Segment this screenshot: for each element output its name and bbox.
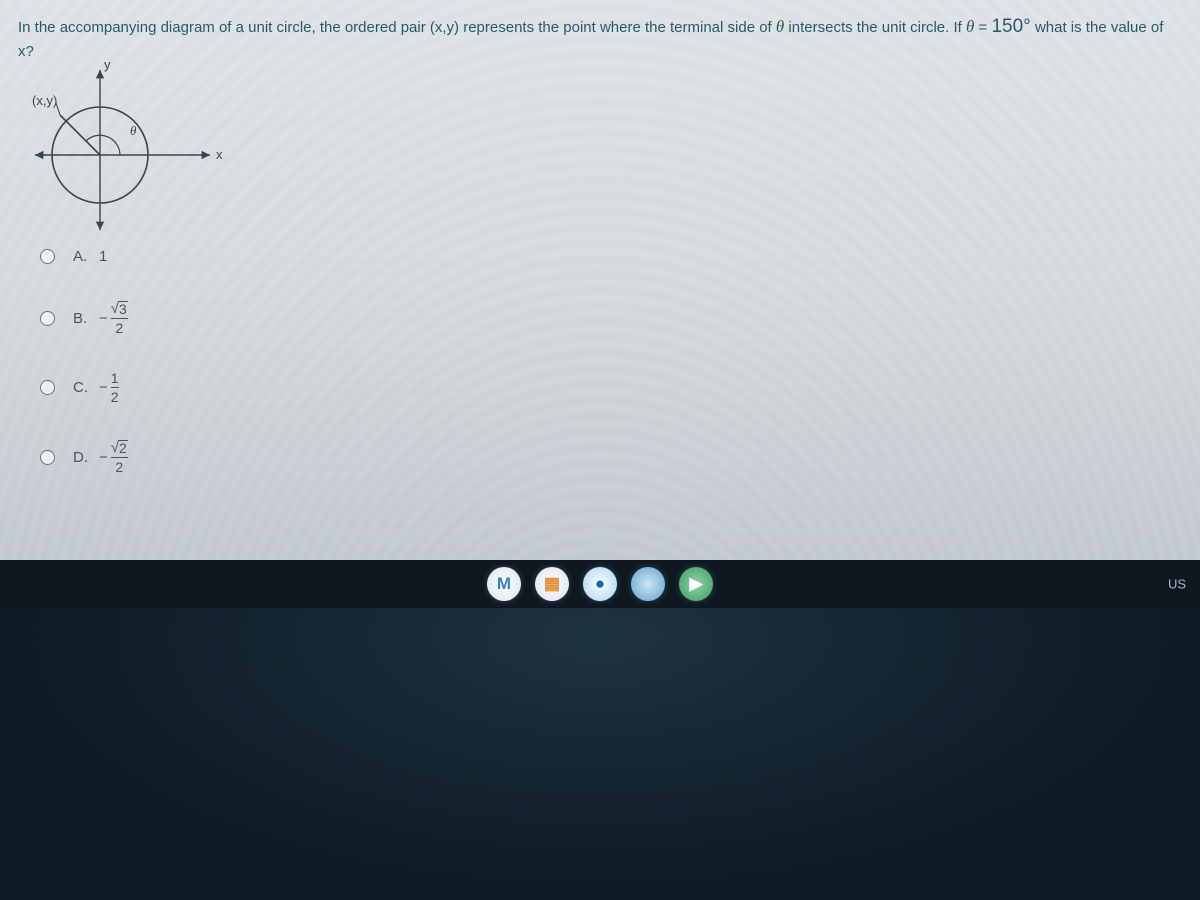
theta-symbol-1: θ <box>776 17 784 36</box>
desk-area <box>0 608 1200 900</box>
taskbar-icon-3[interactable]: ● <box>583 567 617 601</box>
question-middle: intersects the unit circle. If <box>788 19 966 36</box>
neg-sign-c: − <box>99 379 108 396</box>
taskbar-icon-5[interactable]: ▶ <box>679 567 713 601</box>
option-a-value: 1 <box>99 248 107 265</box>
option-b-value: √3 2 <box>111 301 128 335</box>
option-a-letter: A. <box>73 248 99 265</box>
option-d-letter: D. <box>73 449 99 466</box>
radio-d[interactable] <box>40 450 55 465</box>
option-d[interactable]: D. − √2 2 <box>40 440 128 474</box>
quiz-screen: In the accompanying diagram of a unit ci… <box>0 0 1200 560</box>
option-c-value: 1 2 <box>111 371 119 404</box>
neg-sign-d: − <box>99 449 108 466</box>
neg-sign-b: − <box>99 310 108 327</box>
option-b-letter: B. <box>73 310 99 327</box>
taskbar: M ▦ ● ▶ US <box>0 560 1200 608</box>
option-c[interactable]: C. − 1 2 <box>40 371 128 404</box>
equals-text: = <box>979 19 992 36</box>
svg-text:θ: θ <box>130 123 137 138</box>
answer-options: A. 1 B. − √3 2 C. − 1 2 D. − <box>40 248 128 510</box>
radio-a[interactable] <box>40 249 55 264</box>
taskbar-icon-4[interactable] <box>631 567 665 601</box>
option-a[interactable]: A. 1 <box>40 248 128 265</box>
svg-text:x: x <box>216 147 223 162</box>
option-c-letter: C. <box>73 379 99 396</box>
radio-b[interactable] <box>40 311 55 326</box>
svg-text:y: y <box>104 57 111 72</box>
language-indicator[interactable]: US <box>1162 575 1192 594</box>
taskbar-icon-2[interactable]: ▦ <box>535 567 569 601</box>
question-prefix: In the accompanying diagram of a unit ci… <box>18 19 776 36</box>
svg-text:(x,y): (x,y) <box>32 93 57 108</box>
angle-value: 150° <box>991 16 1030 37</box>
unit-circle-diagram: θ x y (x,y) <box>30 55 230 235</box>
taskbar-icon-1[interactable]: M <box>487 567 521 601</box>
option-b[interactable]: B. − √3 2 <box>40 301 128 335</box>
theta-symbol-2: θ <box>966 17 974 36</box>
option-d-value: √2 2 <box>111 440 128 474</box>
radio-c[interactable] <box>40 380 55 395</box>
